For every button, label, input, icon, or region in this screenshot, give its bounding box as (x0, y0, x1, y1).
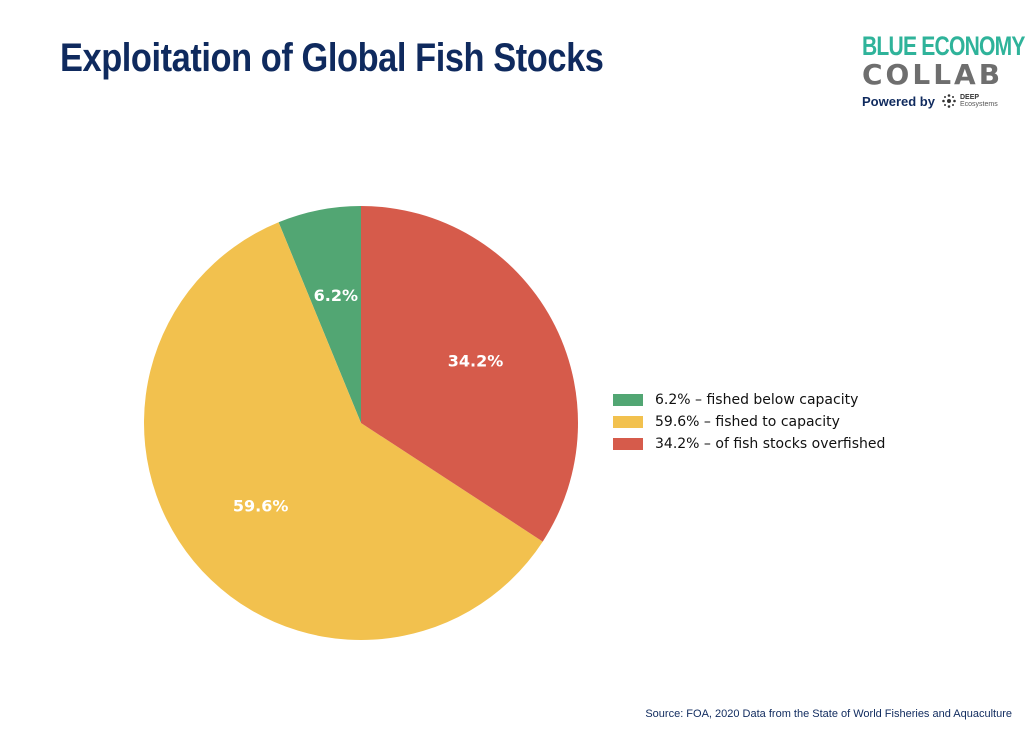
pie-slice-1 (278, 206, 361, 423)
logo-text-collab: COLLAB (862, 58, 1004, 91)
pie-labels: 6.2% 59.6% 34.2% (233, 286, 503, 516)
pie-slices (144, 206, 578, 640)
slice-label-3: 34.2% (448, 351, 504, 370)
legend-swatch-3 (613, 438, 643, 450)
page-title: Exploitation of Global Fish Stocks (60, 36, 604, 80)
legend-swatch-1 (613, 394, 643, 406)
partner-name-line2: Ecosystems (959, 101, 998, 108)
logo-powered-by: Powered by DEEP Ecosystems (862, 92, 998, 110)
pie-slice-2 (144, 222, 543, 640)
dots-cluster-icon (942, 94, 956, 108)
partner-name: DEEP Ecosystems (960, 94, 998, 108)
brand-logo: BLUE ECONOMY COLLAB Powered by DEEP Ecos… (850, 32, 1025, 112)
logo-text-blue-economy: BLUE ECONOMY (862, 31, 1025, 61)
legend-swatch-2 (613, 416, 643, 428)
slice-label-1: 6.2% (314, 286, 358, 305)
slice-label-2: 59.6% (233, 496, 289, 515)
source-note: Source: FOA, 2020 Data from the State of… (645, 708, 1012, 720)
partner-name-line1: DEEP (959, 94, 980, 101)
chart-legend: 6.2% – fished below capacity 59.6% – fish… (613, 392, 885, 452)
legend-label-3: 34.2% – of fish stocks overfished (655, 436, 885, 452)
legend-label-1: 6.2% – fished below capacity (655, 392, 858, 408)
powered-by-label: Powered by (862, 93, 935, 109)
pie-slice-3 (361, 206, 578, 542)
legend-label-2: 59.6% – fished to capacity (655, 414, 840, 430)
